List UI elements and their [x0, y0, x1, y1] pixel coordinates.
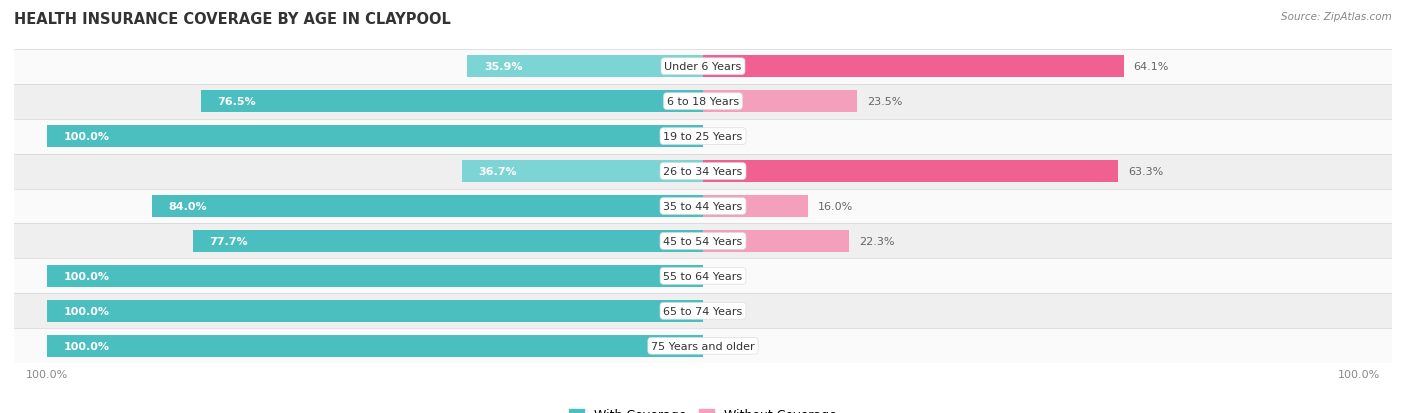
- Text: 16.0%: 16.0%: [818, 202, 853, 211]
- Bar: [463, 161, 703, 183]
- Bar: [703, 230, 849, 252]
- Text: Source: ZipAtlas.com: Source: ZipAtlas.com: [1281, 12, 1392, 22]
- Bar: [14, 189, 1392, 224]
- Bar: [46, 126, 703, 147]
- Text: HEALTH INSURANCE COVERAGE BY AGE IN CLAYPOOL: HEALTH INSURANCE COVERAGE BY AGE IN CLAY…: [14, 12, 451, 27]
- Bar: [14, 329, 1392, 363]
- Bar: [703, 196, 808, 217]
- Text: 35 to 44 Years: 35 to 44 Years: [664, 202, 742, 211]
- Text: Under 6 Years: Under 6 Years: [665, 62, 741, 72]
- Text: 55 to 64 Years: 55 to 64 Years: [664, 271, 742, 281]
- Text: 22.3%: 22.3%: [859, 236, 894, 247]
- Text: 100.0%: 100.0%: [63, 341, 110, 351]
- Text: 0.0%: 0.0%: [713, 306, 741, 316]
- Text: 45 to 54 Years: 45 to 54 Years: [664, 236, 742, 247]
- Bar: [193, 230, 703, 252]
- Bar: [46, 266, 703, 287]
- Text: 100.0%: 100.0%: [63, 271, 110, 281]
- Text: 100.0%: 100.0%: [63, 306, 110, 316]
- Bar: [14, 259, 1392, 294]
- Text: 77.7%: 77.7%: [209, 236, 249, 247]
- Bar: [201, 91, 703, 113]
- Bar: [14, 224, 1392, 259]
- Bar: [703, 161, 1118, 183]
- Bar: [46, 335, 703, 357]
- Bar: [703, 56, 1123, 78]
- Text: 75 Years and older: 75 Years and older: [651, 341, 755, 351]
- Bar: [152, 196, 703, 217]
- Text: 35.9%: 35.9%: [484, 62, 523, 72]
- Bar: [14, 84, 1392, 119]
- Text: 26 to 34 Years: 26 to 34 Years: [664, 166, 742, 177]
- Bar: [14, 154, 1392, 189]
- Text: 19 to 25 Years: 19 to 25 Years: [664, 132, 742, 142]
- Text: 0.0%: 0.0%: [713, 271, 741, 281]
- Text: 76.5%: 76.5%: [218, 97, 256, 107]
- Text: 6 to 18 Years: 6 to 18 Years: [666, 97, 740, 107]
- Text: 65 to 74 Years: 65 to 74 Years: [664, 306, 742, 316]
- Text: 100.0%: 100.0%: [63, 132, 110, 142]
- Bar: [703, 91, 858, 113]
- Bar: [46, 300, 703, 322]
- Text: 36.7%: 36.7%: [478, 166, 517, 177]
- Bar: [14, 50, 1392, 84]
- Text: 84.0%: 84.0%: [169, 202, 207, 211]
- Text: 0.0%: 0.0%: [713, 341, 741, 351]
- Text: 23.5%: 23.5%: [868, 97, 903, 107]
- Text: 64.1%: 64.1%: [1133, 62, 1168, 72]
- Text: 0.0%: 0.0%: [713, 132, 741, 142]
- Bar: [14, 294, 1392, 329]
- Legend: With Coverage, Without Coverage: With Coverage, Without Coverage: [564, 404, 842, 413]
- Bar: [14, 119, 1392, 154]
- Bar: [467, 56, 703, 78]
- Text: 63.3%: 63.3%: [1128, 166, 1163, 177]
